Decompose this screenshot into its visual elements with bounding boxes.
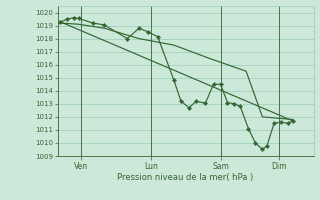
X-axis label: Pression niveau de la mer( hPa ): Pression niveau de la mer( hPa ) (117, 173, 254, 182)
